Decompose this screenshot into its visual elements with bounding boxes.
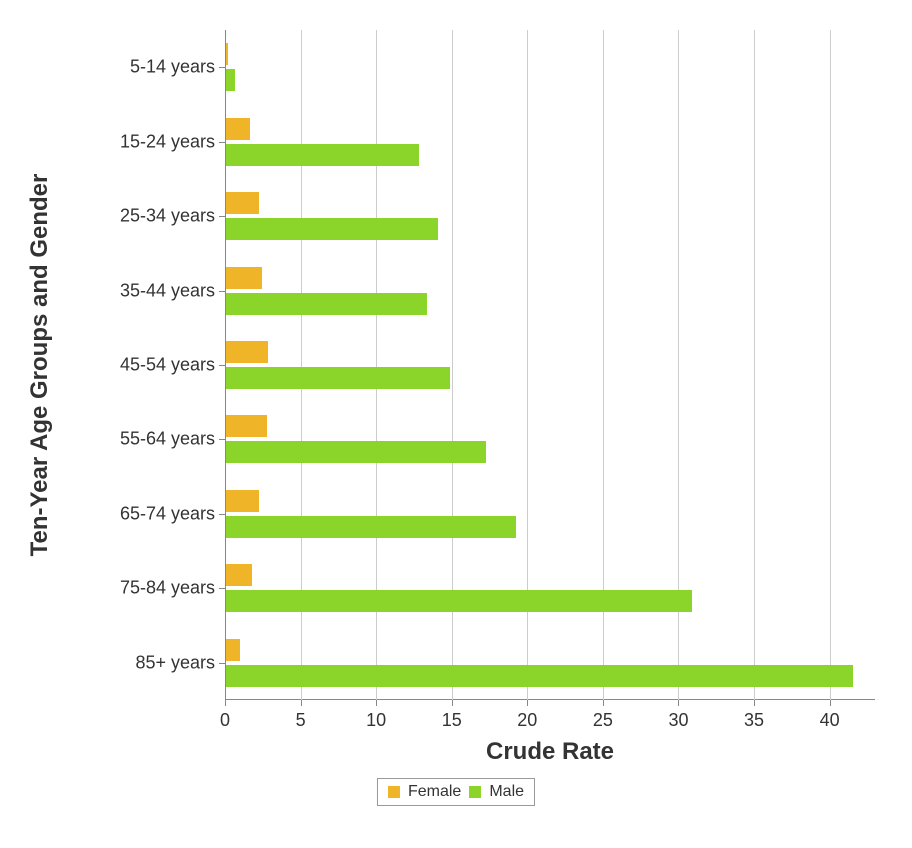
bar-male (226, 665, 853, 687)
y-tick (219, 291, 225, 292)
x-tick-label: 40 (820, 710, 840, 731)
y-tick (219, 67, 225, 68)
bar-male (226, 69, 235, 91)
x-tick (452, 700, 453, 706)
bar-female (226, 490, 259, 512)
legend-label: Male (489, 783, 524, 801)
bar-male (226, 441, 486, 463)
y-tick (219, 216, 225, 217)
x-tick-label: 15 (442, 710, 462, 731)
x-tick-label: 5 (296, 710, 306, 731)
x-tick (603, 700, 604, 706)
bar-male (226, 144, 419, 166)
legend-label: Female (408, 783, 461, 801)
bar-male (226, 590, 692, 612)
category-label: 85+ years (135, 652, 215, 673)
x-tick-label: 25 (593, 710, 613, 731)
bar-male (226, 218, 438, 240)
bar-female (226, 267, 262, 289)
category-label: 65-74 years (120, 503, 215, 524)
x-tick (830, 700, 831, 706)
x-tick (301, 700, 302, 706)
x-tick-label: 35 (744, 710, 764, 731)
x-tick (376, 700, 377, 706)
y-tick (219, 663, 225, 664)
category-label: 5-14 years (130, 57, 215, 78)
y-tick (219, 365, 225, 366)
category-label: 55-64 years (120, 429, 215, 450)
bar-female (226, 192, 259, 214)
chart-container: Ten-Year Age Groups and Gender Crude Rat… (0, 0, 912, 848)
bar-female (226, 415, 267, 437)
category-label: 45-54 years (120, 355, 215, 376)
legend: Female Male (377, 778, 535, 806)
y-tick (219, 142, 225, 143)
x-tick (225, 700, 226, 706)
y-tick (219, 514, 225, 515)
bar-male (226, 293, 427, 315)
bar-male (226, 516, 516, 538)
x-tick (678, 700, 679, 706)
category-label: 35-44 years (120, 280, 215, 301)
x-tick (527, 700, 528, 706)
category-label: 75-84 years (120, 578, 215, 599)
category-label: 15-24 years (120, 131, 215, 152)
category-label: 25-34 years (120, 206, 215, 227)
gridline (830, 30, 831, 700)
x-axis-line (225, 699, 875, 700)
x-tick-label: 20 (517, 710, 537, 731)
x-tick (754, 700, 755, 706)
legend-swatch (469, 786, 481, 798)
gridline (754, 30, 755, 700)
x-axis-title: Crude Rate (486, 738, 614, 766)
x-tick-label: 10 (366, 710, 386, 731)
bar-female (226, 564, 252, 586)
y-axis-title: Ten-Year Age Groups and Gender (26, 174, 54, 557)
y-tick (219, 588, 225, 589)
bar-male (226, 367, 450, 389)
bar-female (226, 341, 268, 363)
legend-swatch (388, 786, 400, 798)
bar-female (226, 43, 228, 65)
y-tick (219, 439, 225, 440)
bar-female (226, 639, 240, 661)
plot-area (225, 30, 875, 700)
x-tick-label: 0 (220, 710, 230, 731)
bar-female (226, 118, 250, 140)
x-tick-label: 30 (668, 710, 688, 731)
